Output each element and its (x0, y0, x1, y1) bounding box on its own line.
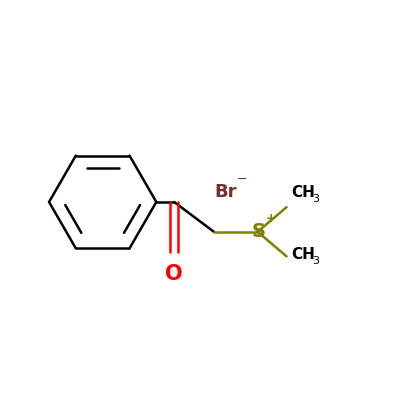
Text: +: + (266, 212, 276, 225)
Text: 3: 3 (312, 256, 320, 266)
Text: −: − (236, 173, 247, 186)
Text: 3: 3 (312, 194, 320, 204)
Text: Br: Br (214, 183, 236, 201)
Text: CH: CH (291, 185, 315, 200)
Text: S: S (252, 222, 266, 241)
Text: CH: CH (291, 246, 315, 262)
Text: O: O (165, 264, 183, 284)
